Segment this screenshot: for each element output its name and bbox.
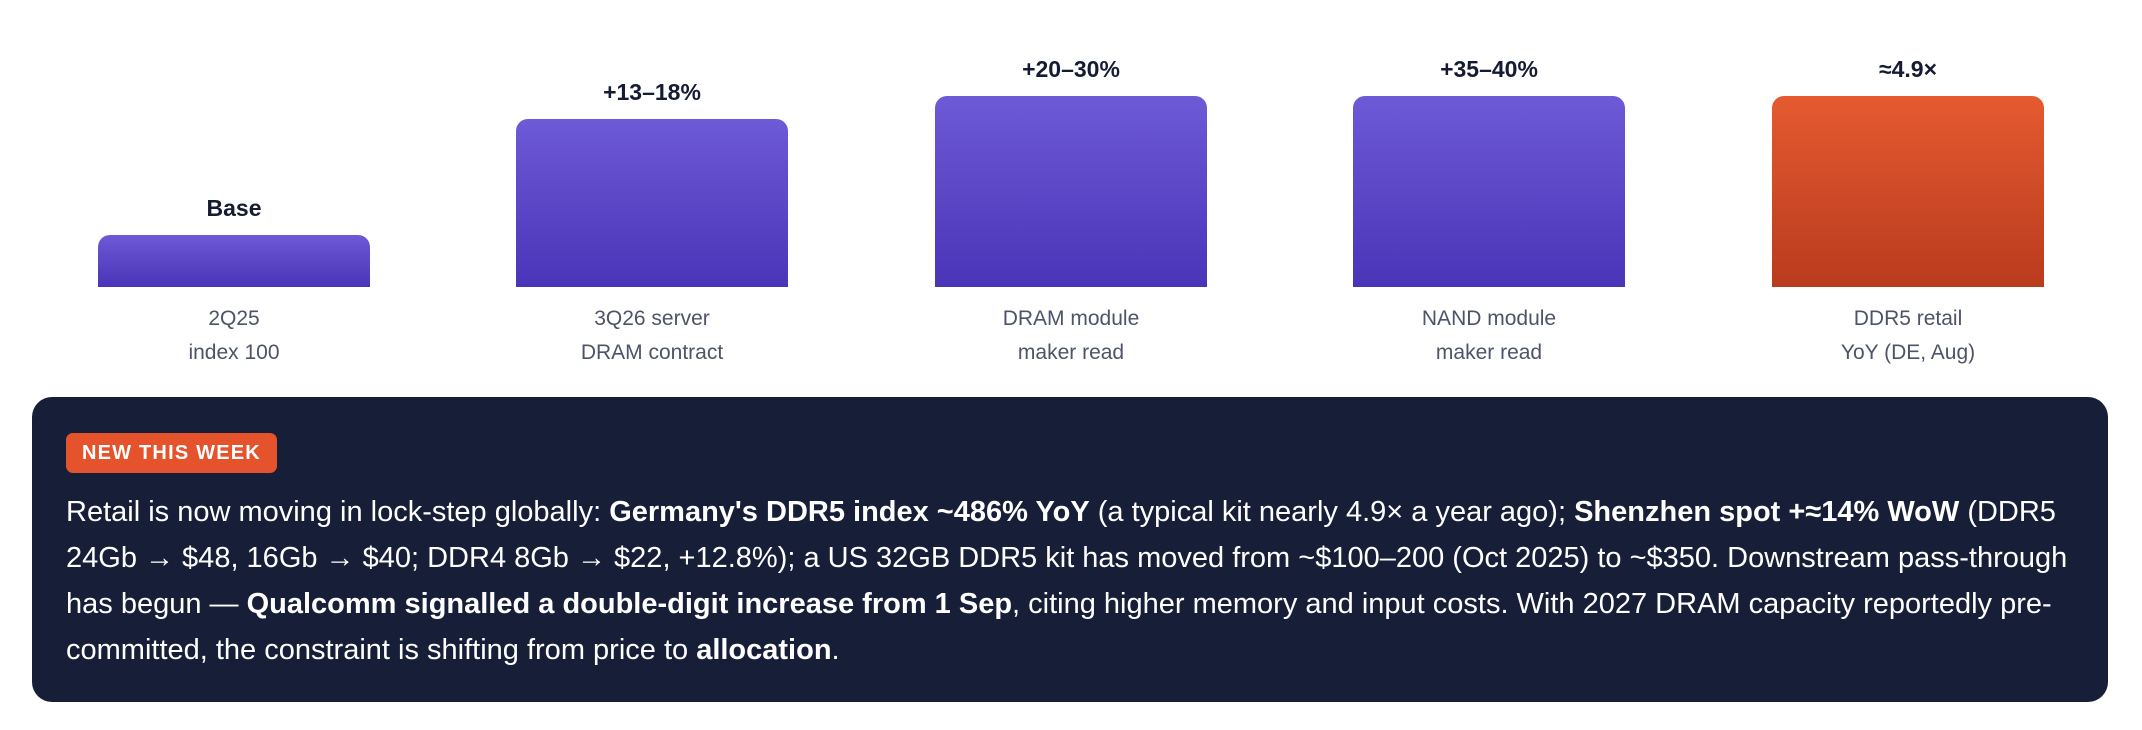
bar-value-label: Base [206, 195, 262, 221]
bar-value-label: ≈4.9× [1878, 56, 1938, 82]
news-highlight: allocation [696, 634, 832, 666]
bar [1772, 96, 2044, 287]
category-label: 2Q25 index 100 [98, 302, 370, 370]
bar [1353, 96, 1625, 287]
news-text: (DDR5 24Gb → $48, 16Gb → $40; DDR4 8Gb →… [66, 496, 2068, 620]
bar-value-label: +35–40% [1440, 56, 1538, 82]
news-text: . [831, 634, 840, 666]
news-text: , citing higher memory and input costs. … [66, 588, 2052, 666]
bar [98, 235, 370, 287]
category-line-1: DDR5 retail [1853, 307, 1963, 330]
category-line-1: NAND module [1421, 307, 1557, 330]
news-highlight: Shenzhen spot +≈14% WoW [1574, 496, 1960, 528]
news-text: Retail is now moving in lock-step global… [66, 496, 610, 528]
category-line-2: DRAM contract [580, 341, 724, 364]
category-line-1: 2Q25 [208, 307, 260, 330]
category-line-2: maker read [1017, 341, 1125, 364]
bar-chart: Base 2Q25 index 100 +13–18% 3Q26 server … [98, 0, 2044, 380]
news-highlight: Germany's DDR5 index ~486% YoY [609, 496, 1090, 528]
category-label: DRAM module maker read [935, 302, 1207, 370]
category-label: NAND module maker read [1353, 302, 1625, 370]
bar-column-0: Base 2Q25 index 100 [98, 0, 370, 380]
bar-column-4: ≈4.9× DDR5 retail YoY (DE, Aug) [1772, 0, 2044, 380]
bar [516, 119, 788, 287]
new-this-week-badge: NEW THIS WEEK [66, 433, 277, 473]
bar-value-label: +20–30% [1022, 56, 1120, 82]
category-line-2: maker read [1435, 341, 1543, 364]
bar-value-label: +13–18% [603, 79, 701, 105]
news-panel: NEW THIS WEEK Retail is now moving in lo… [32, 397, 2108, 702]
bar-column-3: +35–40% NAND module maker read [1353, 0, 1625, 380]
bar [935, 96, 1207, 287]
news-paragraph: Retail is now moving in lock-step global… [66, 489, 2074, 673]
news-text: (a typical kit nearly 4.9× a year ago); [1089, 496, 1575, 528]
category-line-2: index 100 [188, 341, 280, 364]
category-line-2: YoY (DE, Aug) [1840, 341, 1976, 364]
bar-column-2: +20–30% DRAM module maker read [935, 0, 1207, 380]
category-label: 3Q26 server DRAM contract [516, 302, 788, 370]
news-highlight: Qualcomm signalled a double-digit increa… [246, 588, 1013, 620]
category-line-1: 3Q26 server [594, 307, 710, 330]
category-line-1: DRAM module [1002, 307, 1140, 330]
category-label: DDR5 retail YoY (DE, Aug) [1772, 302, 2044, 370]
bar-column-1: +13–18% 3Q26 server DRAM contract [516, 0, 788, 380]
